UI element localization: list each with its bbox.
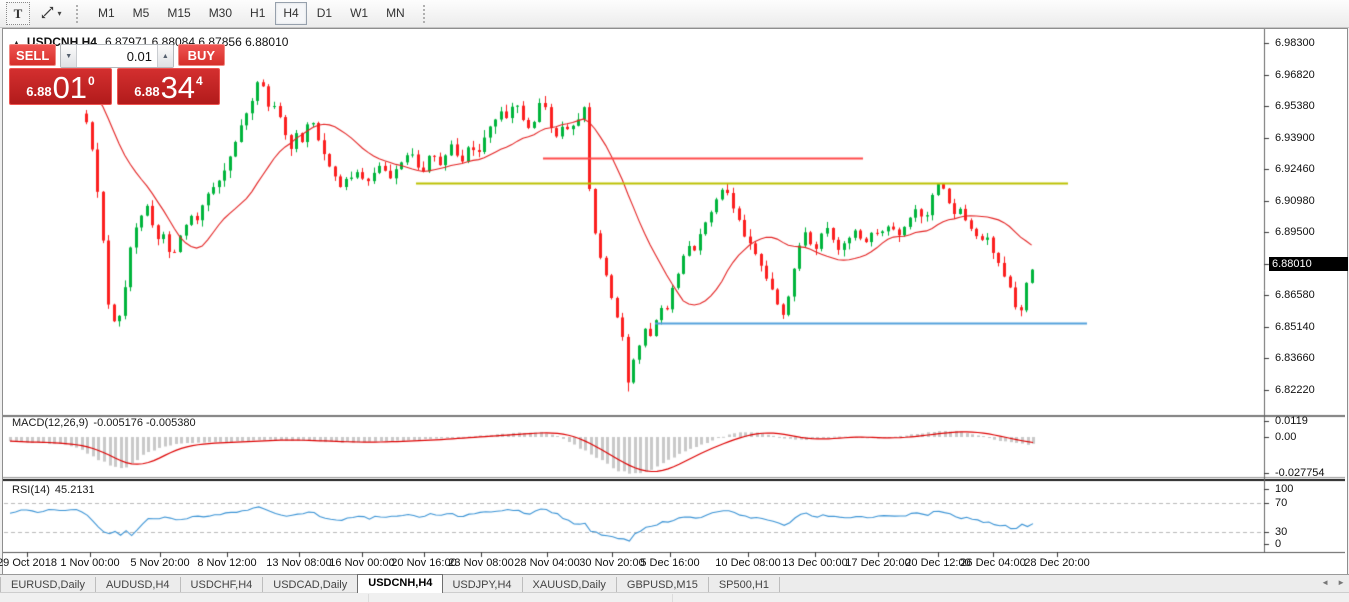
- price-tick-label: 6.83660: [1275, 352, 1315, 364]
- sell-price-big: 01: [52, 70, 88, 105]
- price-tick-label: 6.92460: [1275, 163, 1315, 175]
- price-tick-label: 6.90980: [1275, 195, 1315, 207]
- price-tick-label: 6.85140: [1275, 321, 1315, 333]
- price-tick-label: 6.93900: [1275, 132, 1315, 144]
- chart-tab-xauusd-daily[interactable]: XAUUSD,Daily: [523, 577, 617, 593]
- collapse-trade-panel-icon[interactable]: ▲: [12, 38, 21, 48]
- chart-tab-usdjpy-h4[interactable]: USDJPY,H4: [442, 577, 523, 593]
- buy-price-big: 34: [160, 70, 196, 105]
- status-separator: [368, 594, 369, 602]
- date-tick-label: 30 Nov 20:00: [579, 557, 645, 569]
- rsi-tick-label: 100: [1275, 483, 1294, 495]
- volume-stepper: ▼ ▲: [60, 44, 174, 68]
- date-tick-label: 13 Nov 08:00: [266, 557, 332, 569]
- timeframe-m5[interactable]: M5: [132, 6, 150, 20]
- diagonal-arrows-icon: [40, 5, 55, 23]
- chart-tab-usdchf-h4[interactable]: USDCHF,H4: [181, 577, 264, 593]
- macd-label: MACD(12,26,9) -0.005176 -0.005380: [12, 417, 196, 429]
- chart-tabs-bar: EURUSD,Daily AUDUSD,H4 USDCHF,H4 USDCAD,Dai…: [0, 574, 1349, 593]
- timeframe-m1[interactable]: M1: [98, 6, 115, 20]
- price-tick-label: 6.86580: [1275, 289, 1315, 301]
- buy-button[interactable]: BUY: [177, 44, 226, 66]
- rsi-label: RSI(14) 45.2131: [12, 484, 95, 496]
- chart-window: ▲ USDCNH,H4 6.87971 6.88084 6.87856 6.8801…: [0, 28, 1348, 575]
- date-tick-label: 17 Dec 20:00: [845, 557, 911, 569]
- date-tick-label: 23 Nov 08:00: [448, 557, 514, 569]
- timeframe-m30[interactable]: M30: [208, 6, 233, 20]
- timeframe-m15[interactable]: M15: [167, 6, 191, 20]
- chart-tab-usdcnh-h4[interactable]: USDCNH,H4: [357, 574, 444, 593]
- one-click-trading-panel: SELL ▼ ▲ BUY 6.88 01 0 6.88 34 4: [9, 44, 226, 105]
- chart-tab-gbpusd-m15[interactable]: GBPUSD,M15: [617, 577, 709, 593]
- timeframe-mn[interactable]: MN: [386, 6, 405, 20]
- sell-price-sup: 0: [88, 74, 95, 88]
- price-tick-label: 6.96820: [1275, 69, 1315, 81]
- toolbar: T ▾ M1 M5 M15 M30 H1 H4 D1 W1 MN: [0, 0, 1349, 28]
- timeframe-group: M1 M5 M15 M30 H1 H4 D1 W1 MN: [90, 2, 415, 25]
- rsi-tick-label: 70: [1275, 497, 1288, 509]
- date-tick-label: 10 Dec 08:00: [715, 557, 781, 569]
- rsi-tick-label: 0: [1275, 538, 1282, 550]
- tab-scroll-right-icon[interactable]: ►: [1337, 578, 1345, 587]
- date-tick-label: 20 Dec 12:00: [905, 557, 971, 569]
- text-tool-button[interactable]: T: [6, 2, 30, 25]
- timeframe-w1[interactable]: W1: [350, 6, 369, 20]
- macd-tick-label: 0.0119: [1275, 414, 1308, 427]
- sell-price-box[interactable]: 6.88 01 0: [9, 68, 112, 105]
- current-price-tag: 6.88010: [1269, 257, 1348, 271]
- sell-button[interactable]: SELL: [9, 44, 57, 66]
- status-separator: [672, 594, 673, 602]
- chart-tab-eurusd-daily[interactable]: EURUSD,Daily: [0, 577, 96, 593]
- macd-tick-label: -0.027754: [1275, 467, 1325, 479]
- timeframe-d1[interactable]: D1: [316, 6, 333, 20]
- chart-tab-usdcad-daily[interactable]: USDCAD,Daily: [263, 577, 359, 593]
- date-tick-label: 13 Dec 00:00: [782, 557, 848, 569]
- tab-scroll-arrows: ◄ ►: [1321, 578, 1345, 587]
- volume-increase-button[interactable]: ▲: [157, 45, 173, 67]
- volume-input[interactable]: [77, 45, 157, 67]
- buy-price-box[interactable]: 6.88 34 4: [117, 68, 220, 105]
- chart-tab-sp500-h1[interactable]: SP500,H1: [709, 577, 780, 593]
- sell-price-base: 6.88: [26, 84, 52, 99]
- timeframe-h4[interactable]: H4: [275, 2, 307, 25]
- date-tick-label: 20 Nov 16:00: [391, 557, 457, 569]
- price-tick-label: 6.98300: [1275, 37, 1315, 49]
- timeframe-h1[interactable]: H1: [250, 6, 266, 20]
- tab-scroll-left-icon[interactable]: ◄: [1321, 578, 1330, 587]
- price-tick-label: 6.95380: [1275, 100, 1315, 112]
- date-tick-label: 28 Nov 04:00: [514, 557, 580, 569]
- date-tick-label: 28 Dec 20:00: [1024, 557, 1090, 569]
- chart-tab-audusd-h4[interactable]: AUDUSD,H4: [96, 577, 181, 593]
- chevron-down-icon: ▾: [57, 9, 62, 18]
- date-tick-label: 26 Dec 04:00: [960, 557, 1026, 569]
- date-tick-label: 29 Oct 2018: [0, 557, 57, 569]
- toolbar-grip: [76, 4, 84, 23]
- price-tick-label: 6.82220: [1275, 384, 1315, 396]
- date-tick-label: 8 Nov 12:00: [197, 557, 257, 569]
- volume-decrease-button[interactable]: ▼: [61, 45, 77, 67]
- toolbar-grip: [422, 4, 431, 23]
- macd-tick-label: 0.00: [1275, 431, 1297, 443]
- date-tick-label: 1 Nov 00:00: [60, 557, 120, 569]
- chart-canvas[interactable]: [3, 29, 1345, 572]
- price-tick-label: 6.89500: [1275, 226, 1315, 238]
- date-tick-label: 16 Nov 00:00: [329, 557, 395, 569]
- status-bar: [0, 592, 1349, 602]
- date-tick-label: 5 Dec 16:00: [640, 557, 700, 569]
- pointer-arrows-button[interactable]: ▾: [34, 3, 68, 24]
- buy-price-sup: 4: [196, 74, 203, 88]
- date-tick-label: 5 Nov 20:00: [130, 557, 190, 569]
- rsi-tick-label: 30: [1275, 526, 1288, 538]
- buy-price-base: 6.88: [134, 84, 160, 99]
